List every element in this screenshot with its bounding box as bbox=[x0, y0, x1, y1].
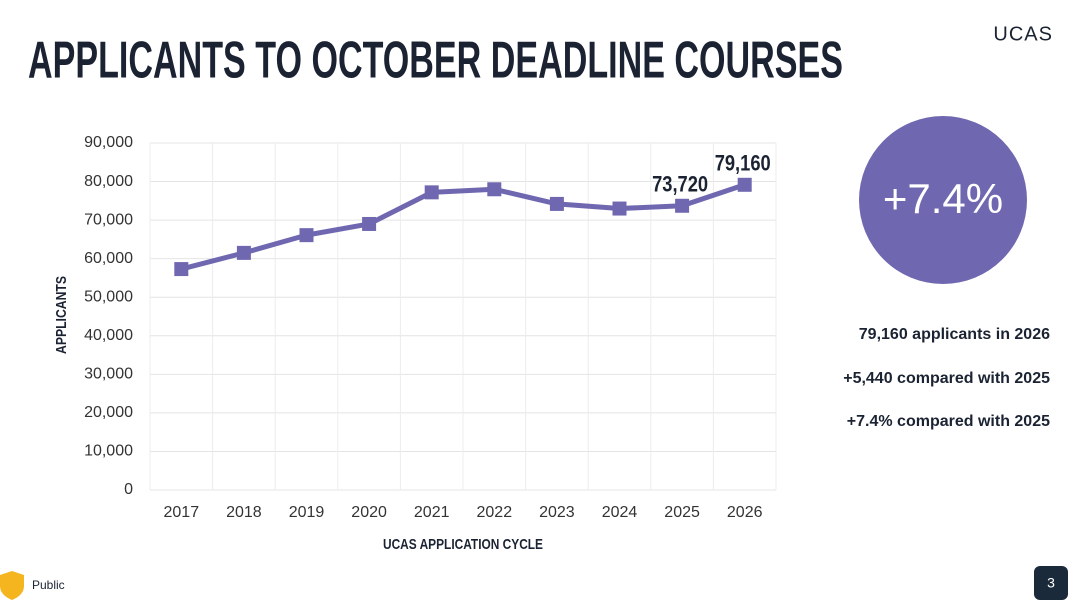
x-tick-label: 2025 bbox=[664, 504, 700, 521]
y-axis-title: APPLICANTS bbox=[53, 276, 70, 354]
stat-line: +5,440 compared with 2025 bbox=[843, 370, 1050, 387]
marker bbox=[299, 228, 314, 243]
x-tick-label: 2024 bbox=[602, 504, 638, 521]
stat-line: +7.4% compared with 2025 bbox=[847, 413, 1050, 430]
y-tick-label: 80,000 bbox=[84, 173, 133, 190]
x-tick-label: 2022 bbox=[477, 504, 513, 521]
y-tick-label: 60,000 bbox=[84, 250, 133, 267]
marker bbox=[362, 216, 377, 231]
marker bbox=[424, 185, 439, 200]
x-tick-label: 2020 bbox=[351, 504, 387, 521]
plot: 0 10,000 20,000 30,000 40,000 50,000 60,000 70,… bbox=[84, 134, 777, 521]
marker bbox=[549, 196, 564, 211]
marker bbox=[737, 177, 752, 192]
marker bbox=[675, 198, 690, 213]
x-tick-label: 2023 bbox=[539, 504, 575, 521]
y-tick-label: 0 bbox=[124, 481, 133, 498]
x-tick-label: 2017 bbox=[164, 504, 200, 521]
x-tick-label: 2021 bbox=[414, 504, 450, 521]
stat-line: 79,160 applicants in 2026 bbox=[859, 326, 1050, 343]
marker bbox=[236, 245, 251, 260]
y-tick-label: 30,000 bbox=[84, 366, 133, 383]
y-tick-label: 90,000 bbox=[84, 134, 133, 151]
x-axis-title: UCAS APPLICATION CYCLE bbox=[383, 536, 543, 553]
y-tick-label: 20,000 bbox=[84, 404, 133, 421]
logo: UCAS bbox=[993, 23, 1053, 45]
highlight-badge: +7.4% bbox=[883, 175, 1003, 222]
y-tick-label: 10,000 bbox=[84, 443, 133, 460]
classification-icon bbox=[0, 571, 24, 600]
x-tick-label: 2026 bbox=[727, 504, 763, 521]
marker bbox=[612, 201, 627, 216]
marker bbox=[487, 182, 502, 197]
marker bbox=[174, 262, 189, 277]
data-label: 79,160 bbox=[715, 151, 771, 176]
y-tick-label: 70,000 bbox=[84, 211, 133, 228]
x-tick-label: 2019 bbox=[289, 504, 325, 521]
slide-title: APPLICANTS TO OCTOBER DEADLINE COURSES bbox=[28, 32, 843, 90]
highlight-circle bbox=[859, 116, 1027, 284]
y-tick-label: 50,000 bbox=[84, 288, 133, 305]
x-tick-label: 2018 bbox=[226, 504, 262, 521]
line bbox=[180, 182, 746, 272]
page-number-box bbox=[1034, 566, 1068, 600]
data-label: 73,720 bbox=[652, 172, 708, 197]
classification: Public bbox=[32, 578, 65, 592]
y-tick-label: 40,000 bbox=[84, 327, 133, 344]
page-number: 3 bbox=[1047, 575, 1055, 591]
